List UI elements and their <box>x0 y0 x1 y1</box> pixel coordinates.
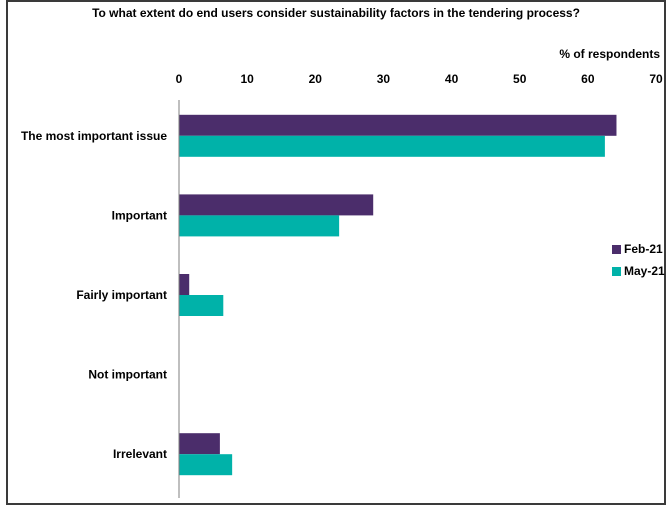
legend-swatch <box>612 244 621 254</box>
category-label: Irrelevant <box>113 447 167 461</box>
bar-may-21 <box>179 295 224 316</box>
chart-frame <box>6 0 666 505</box>
x-tick-label: 40 <box>445 72 459 86</box>
x-tick-label: 70 <box>649 72 663 86</box>
legend-item: Feb-21 <box>612 238 665 260</box>
x-tick-label: 60 <box>581 72 595 86</box>
x-tick-label: 30 <box>377 72 391 86</box>
bar-feb-21 <box>179 194 374 216</box>
category-label: Fairly important <box>76 288 167 302</box>
bar-may-21 <box>179 454 233 476</box>
legend-item: May-21 <box>612 260 665 282</box>
legend: Feb-21 May-21 <box>612 238 665 282</box>
legend-label: Feb-21 <box>624 242 663 256</box>
bar-feb-21 <box>179 433 220 455</box>
bar-may-21 <box>179 135 605 157</box>
category-label: Not important <box>88 368 167 382</box>
bar-feb-21 <box>179 114 617 136</box>
chart-title: To what extent do end users consider sus… <box>92 6 580 20</box>
x-tick-label: 20 <box>309 72 323 86</box>
bar-may-21 <box>179 215 340 237</box>
x-axis-label: % of respondents <box>559 47 660 61</box>
bar-feb-21 <box>179 274 190 295</box>
legend-label: May-21 <box>624 264 665 278</box>
category-label: The most important issue <box>21 129 167 143</box>
legend-swatch <box>612 266 621 276</box>
category-label: Important <box>112 208 167 222</box>
x-tick-label: 0 <box>176 72 183 86</box>
x-tick-label: 50 <box>513 72 527 86</box>
x-tick-label: 10 <box>240 72 254 86</box>
